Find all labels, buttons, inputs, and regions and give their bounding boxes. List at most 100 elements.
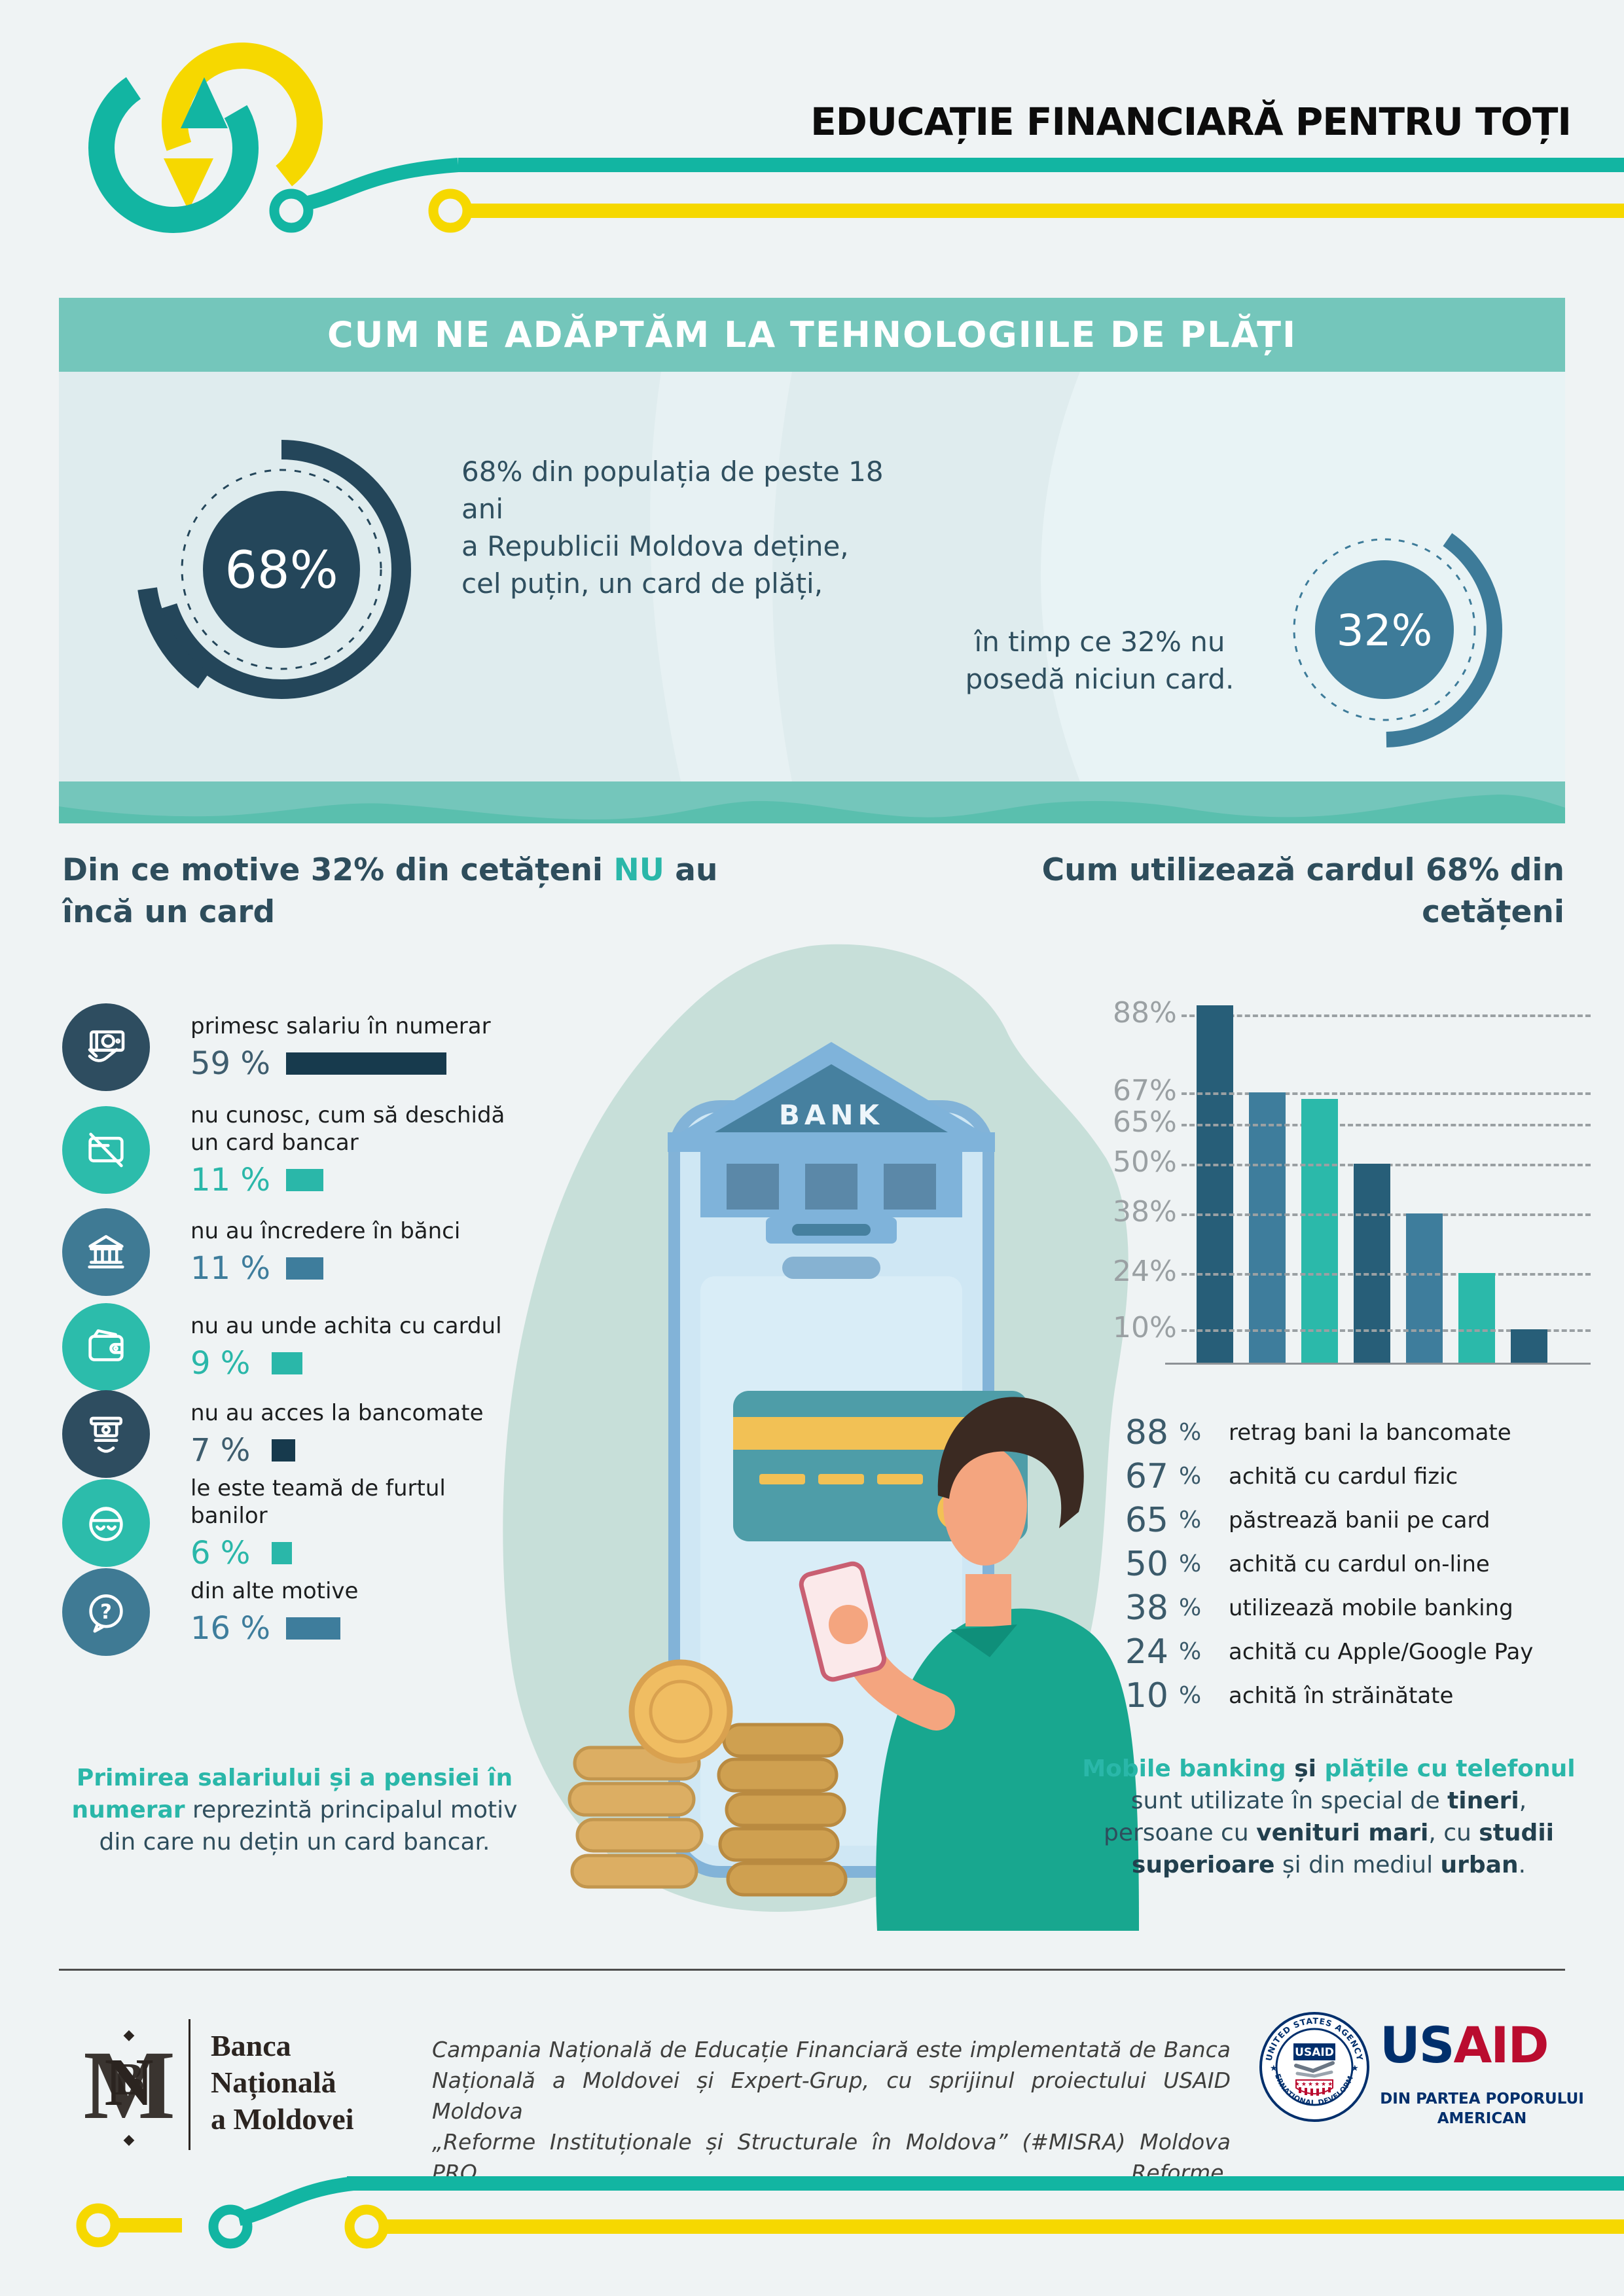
legend-label: păstrează banii pe card — [1229, 1507, 1490, 1534]
usaid-wordmark-us: US — [1380, 2016, 1454, 2074]
hero-right-line: posedă niciun card. — [965, 663, 1235, 695]
hero-left-line: cel puțin, un card de plăți, — [461, 567, 823, 600]
text-segment: Primirea salariului și a pensiei în — [76, 1765, 513, 1791]
legend-label: achită cu Apple/Google Pay — [1229, 1638, 1534, 1665]
no-card-icon — [62, 1106, 150, 1194]
text-segment: reprezintă principalul motiv — [185, 1797, 518, 1823]
reason-item: primesc salariu în numerar 59 % — [62, 998, 586, 1096]
legend-row: 50% achită cu cardul on-line — [1113, 1542, 1610, 1586]
campaign-line: Campania Națională de Educație Financiar… — [432, 2037, 1231, 2062]
reason-label: nu au încredere în bănci — [190, 1218, 461, 1244]
svg-text:M: M — [85, 2031, 173, 2140]
text-segment: tineri — [1447, 1787, 1519, 1814]
bank-icon — [62, 1208, 150, 1296]
text-segment: . — [1518, 1852, 1526, 1878]
legend-value: 38 — [1125, 1588, 1168, 1628]
right-section-heading: Cum utilizează cardul 68% din cetățeni — [982, 850, 1564, 933]
bnm-divider — [189, 2019, 190, 2150]
reason-item: nu au unde achita cu cardul 9 % — [62, 1298, 586, 1396]
donut-32-value: 32% — [1337, 605, 1433, 656]
reason-value: 11 % — [190, 1250, 270, 1287]
reason-value: 16 % — [190, 1610, 270, 1647]
bnm-monogram-icon: M N B ◆ ◆ — [85, 2027, 173, 2148]
legend-row: 67% achită cu cardul fizic — [1113, 1454, 1610, 1498]
left-note-line: numerar reprezintă principalul motiv — [56, 1794, 533, 1826]
chart-gridline — [1182, 1329, 1591, 1332]
text-segment: superioare — [1131, 1852, 1275, 1878]
text-segment: și din mediul — [1274, 1852, 1441, 1878]
right-note-line: superioare și din mediul urban. — [1080, 1849, 1578, 1881]
text-segment: Mobile banking — [1082, 1755, 1286, 1782]
reason-value: 7 % — [190, 1432, 251, 1469]
left-heading-line2: încă un card — [62, 894, 276, 930]
left-note-line: Primirea salariului și a pensiei în — [56, 1762, 533, 1794]
hero-wave — [59, 781, 1565, 823]
hero-text-right: în timp ce 32% nu posedă niciun card. — [916, 623, 1283, 698]
usaid-tagline: DIN PARTEA POPORULUI AMERICAN — [1380, 2089, 1584, 2128]
bnm-line1: Banca — [211, 2029, 291, 2062]
chart-gridline — [1182, 1092, 1591, 1095]
footer-divider — [59, 1969, 1565, 1971]
reason-label: primesc salariu în numerar — [190, 1013, 491, 1039]
legend-row: 38% utilizează mobile banking — [1113, 1586, 1610, 1630]
question-icon: ? — [62, 1568, 150, 1656]
chart-bar — [1249, 1092, 1286, 1363]
legend-unit: % — [1179, 1551, 1202, 1577]
legend-label: retrag bani la bancomate — [1229, 1419, 1511, 1446]
reason-label: nu au unde achita cu cardul — [190, 1313, 502, 1339]
left-heading-line1: Din ce motive 32% din cetățeni NU au — [62, 850, 782, 891]
text-segment: din care nu dețin un card bancar. — [99, 1829, 490, 1856]
chart-gridline — [1182, 1124, 1591, 1126]
right-heading-line2: cetățeni — [1422, 894, 1564, 930]
hero-left-line: 68% din populația de peste 18 ani — [461, 456, 884, 525]
chart-gridline — [1182, 1213, 1591, 1216]
legend-unit: % — [1179, 1638, 1202, 1665]
reason-value: 59 % — [190, 1045, 270, 1082]
reason-item: ? din alte motive 16 % — [62, 1563, 586, 1661]
banner-title: CUM NE ADĂPTĂM LA TEHNOLOGIILE DE PLĂȚI — [327, 314, 1297, 355]
svg-text:★★★★★★: ★★★★★★ — [1295, 2081, 1334, 2088]
text-segment: studii — [1479, 1820, 1554, 1846]
reason-item: le este teamă de furtul banilor 6 % — [62, 1474, 586, 1572]
legend-value: 88 — [1125, 1412, 1168, 1452]
svg-text:◆: ◆ — [124, 2027, 135, 2043]
left-note-line: din care nu dețin un card bancar. — [56, 1826, 533, 1858]
cash-in-hand-icon — [62, 1003, 150, 1091]
text-segment: urban — [1440, 1852, 1519, 1878]
donut-68-percent: 68% — [136, 424, 427, 715]
legend-row: 24% achită cu Apple/Google Pay — [1113, 1630, 1610, 1674]
legend-value: 24 — [1125, 1632, 1168, 1672]
right-note: Mobile banking și plățile cu telefonul su… — [1080, 1753, 1578, 1881]
text-segment: plățile cu telefonul — [1324, 1755, 1576, 1782]
reason-value: 9 % — [190, 1345, 251, 1382]
hero-right-line: în timp ce 32% nu — [974, 626, 1225, 658]
legend-unit: % — [1179, 1594, 1202, 1621]
legend-value: 67 — [1125, 1456, 1168, 1496]
hero-background-shapes — [650, 372, 1565, 781]
bottom-decor-lines — [76, 2176, 1624, 2249]
legend-label: achită în străinătate — [1229, 1682, 1454, 1709]
text-segment: venituri mari — [1256, 1820, 1429, 1846]
bnm-name: Banca Națională a Moldovei — [211, 2028, 427, 2138]
campaign-line: Națională a Moldovei și Expert-Grup, cu … — [432, 2068, 1231, 2124]
reason-label: le este teamă de furtul banilor — [190, 1475, 446, 1529]
chart-tick-label: 67% — [1113, 1074, 1177, 1107]
reason-label: din alte motive — [190, 1578, 359, 1604]
usaid-tagline-line1: DIN PARTEA POPORULUI — [1380, 2090, 1584, 2108]
text-segment: NU — [613, 852, 664, 888]
reason-bar — [285, 1617, 340, 1640]
left-note: Primirea salariului și a pensiei în numer… — [56, 1762, 533, 1858]
person-with-phone — [799, 1397, 1139, 1931]
reason-value: 6 % — [190, 1535, 251, 1571]
top-yellow-line — [466, 204, 1624, 218]
atm-icon — [62, 1390, 150, 1478]
legend-label: achită cu cardul fizic — [1229, 1463, 1458, 1490]
chart-tick-label: 88% — [1113, 996, 1177, 1030]
chart-bar — [1197, 1005, 1233, 1363]
right-note-line: sunt utilizate în special de tineri, — [1080, 1785, 1578, 1817]
chart-gridline — [1182, 1014, 1591, 1017]
legend-label: utilizează mobile banking — [1229, 1594, 1513, 1621]
usaid-seal-icon: UNITED STATES AGENCY INTERNATIONAL DEVEL… — [1258, 2011, 1369, 2122]
reason-bar — [272, 1542, 292, 1564]
